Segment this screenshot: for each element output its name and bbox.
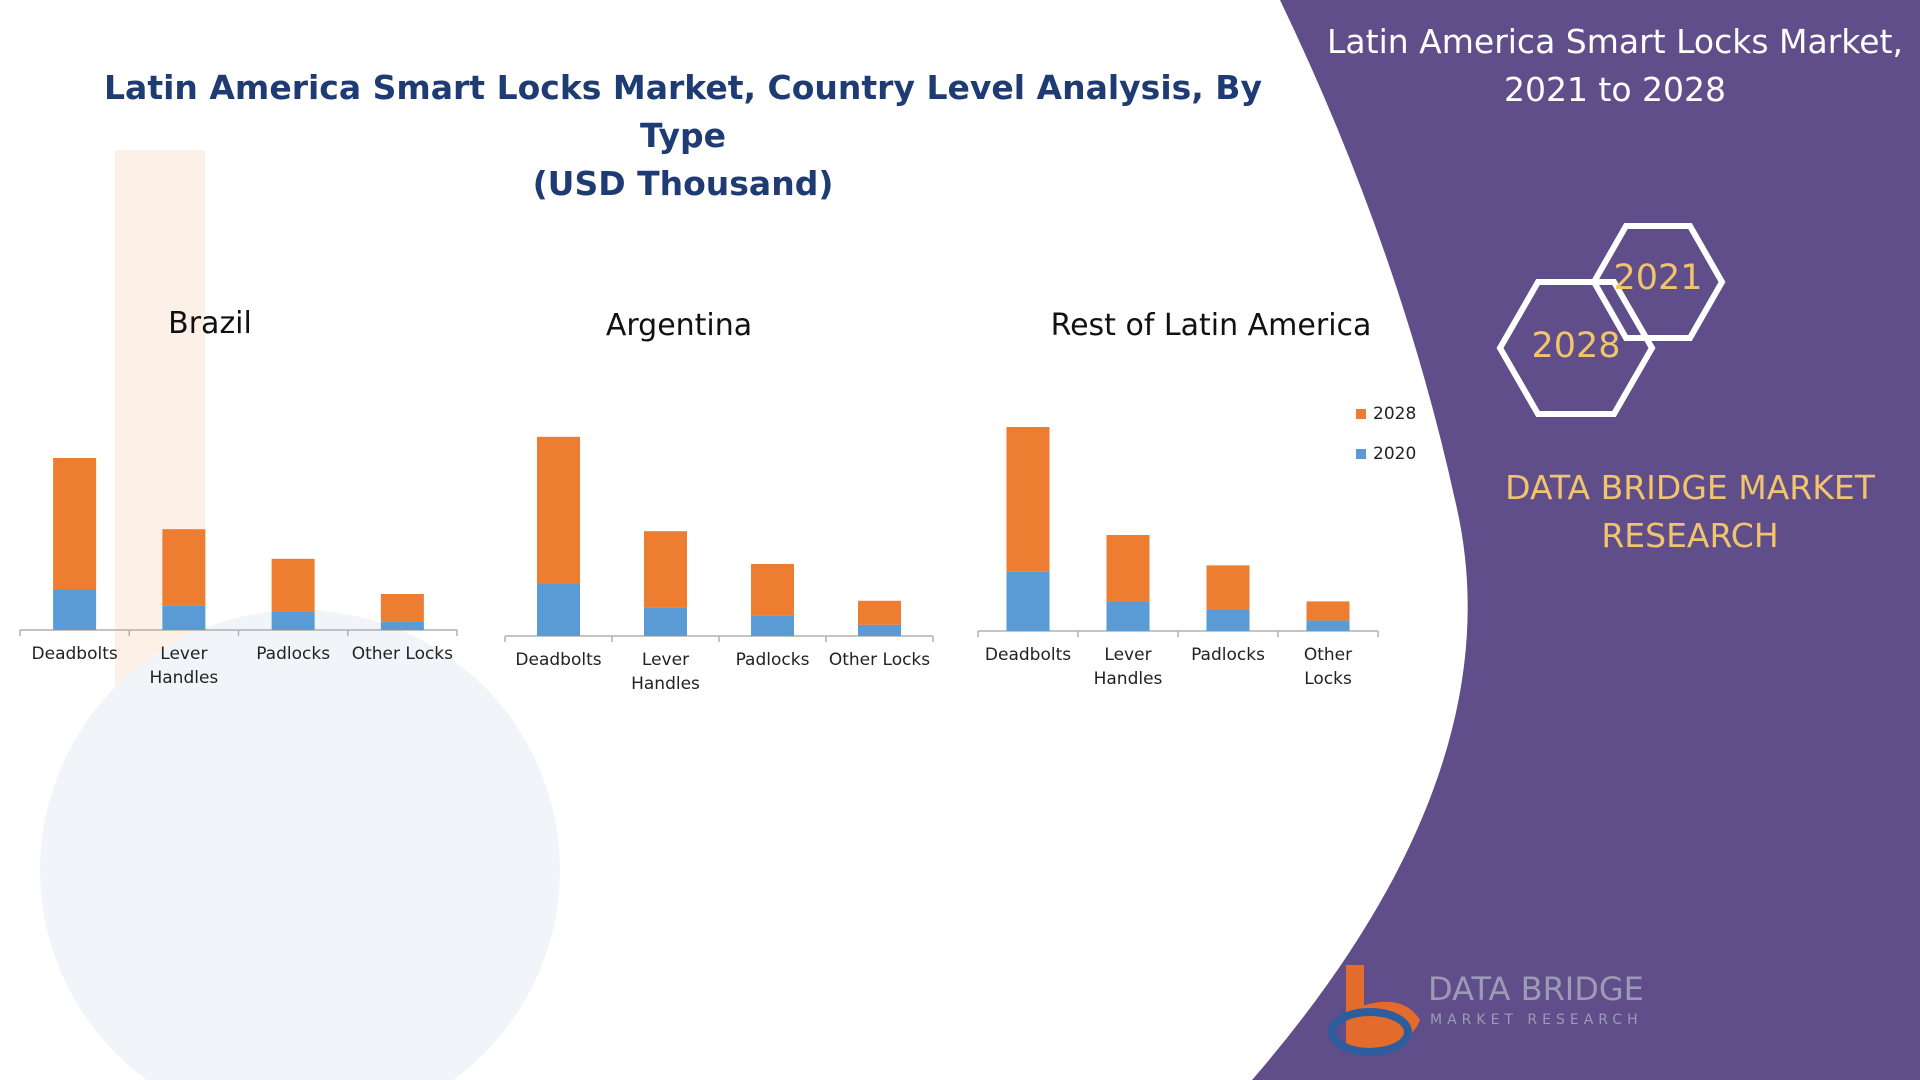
logo-subtitle: MARKET RESEARCH [1430, 1012, 1643, 1028]
x-tick-label: Padlocks [1191, 645, 1265, 665]
bar-2020-brazil-deadbolts [53, 590, 97, 630]
bar-2028-argentina-lever-handles [644, 531, 687, 608]
hexagon-label-2028: 2028 [1531, 326, 1621, 366]
x-tick-label: Deadbolts [31, 644, 118, 664]
bar-2020-rest-of-latin-america-lever-handles [1106, 601, 1150, 631]
bar-2020-argentina-padlocks [751, 615, 794, 636]
legend-label-2028: 2028 [1373, 404, 1417, 424]
bar-2028-brazil-deadbolts [53, 458, 97, 590]
bar-2028-rest-of-latin-america-padlocks [1206, 565, 1250, 610]
chart-title-brazil: Brazil [168, 306, 252, 341]
bar-2028-rest-of-latin-america-deadbolts [1006, 427, 1050, 572]
bar-2020-argentina-deadbolts [537, 584, 580, 636]
panel-title-line-1: Latin America Smart Locks Market, [1327, 22, 1903, 61]
hexagon-outline-2028 [1496, 279, 1656, 417]
bar-2020-argentina-lever-handles [644, 607, 687, 636]
bar-2020-rest-of-latin-america-padlocks [1206, 609, 1250, 631]
x-tick-label: Other Locks [1303, 645, 1353, 689]
bar-2028-rest-of-latin-america-other-locks [1306, 601, 1350, 621]
purple-panel [1252, 0, 1920, 1080]
bar-2028-brazil-lever-handles [162, 529, 206, 606]
chart-title-rest-of-latin-america: Rest of Latin America [1050, 308, 1372, 343]
x-tick-label: Padlocks [735, 650, 810, 670]
x-tick-label: Lever Handles [1093, 645, 1163, 689]
legend-item-2020: 2020 [1356, 434, 1416, 474]
bar-2020-argentina-other-locks [858, 624, 901, 636]
legend-swatch-2028 [1356, 409, 1366, 419]
chart-legend: 2028 2020 [1356, 394, 1416, 474]
x-tick-label: Other Locks [828, 650, 931, 670]
main-title-line-1: Latin America Smart Locks Market, Countr… [104, 68, 1262, 155]
watermark-logo-circle [40, 610, 560, 1080]
bar-2028-brazil-padlocks [271, 558, 315, 612]
legend-swatch-2020 [1356, 449, 1366, 459]
x-tick-label: Lever Handles [631, 650, 700, 694]
chart-title-argentina: Argentina [605, 308, 753, 343]
bar-2020-brazil-padlocks [271, 611, 315, 630]
logo-name: DATA BRIDGE [1428, 970, 1644, 1008]
bar-2020-rest-of-latin-america-deadbolts [1006, 571, 1050, 631]
bar-2020-brazil-lever-handles [162, 605, 206, 630]
x-tick-label: Padlocks [256, 644, 331, 664]
hexagon-label-2021: 2021 [1613, 258, 1703, 298]
main-title-line-2: (USD Thousand) [532, 164, 834, 203]
x-tick-label: Deadbolts [984, 645, 1072, 665]
bar-2028-argentina-other-locks [858, 600, 901, 625]
data-bridge-logo-icon [1328, 965, 1420, 1056]
bar-2028-argentina-deadbolts [537, 436, 580, 584]
x-tick-label: Other Locks [351, 644, 454, 664]
chart-main-title: Latin America Smart Locks Market, Countr… [70, 64, 1296, 208]
legend-item-2028: 2028 [1356, 394, 1416, 434]
brand-name-line-2: RESEARCH [1601, 516, 1779, 555]
panel-title-line-2: 2021 to 2028 [1503, 70, 1727, 109]
brand-name-line-1: DATA BRIDGE MARKET [1505, 468, 1875, 507]
bar-2028-argentina-padlocks [751, 564, 794, 616]
brand-name: DATA BRIDGE MARKET RESEARCH [1460, 464, 1920, 560]
panel-title: Latin America Smart Locks Market, 2021 t… [1300, 18, 1920, 114]
legend-label-2020: 2020 [1373, 444, 1417, 464]
x-tick-label: Deadbolts [515, 650, 602, 670]
bar-2028-rest-of-latin-america-lever-handles [1106, 535, 1150, 602]
bar-2028-brazil-other-locks [380, 594, 424, 622]
x-tick-label: Lever Handles [149, 644, 219, 688]
bar-2020-brazil-other-locks [380, 621, 424, 630]
bar-2020-rest-of-latin-america-other-locks [1306, 620, 1350, 631]
